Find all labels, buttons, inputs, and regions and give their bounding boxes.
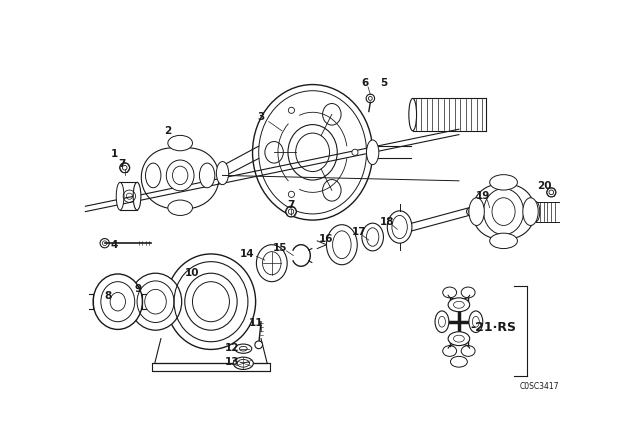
- Circle shape: [120, 163, 130, 173]
- Ellipse shape: [129, 273, 182, 330]
- Ellipse shape: [523, 198, 538, 225]
- Ellipse shape: [166, 254, 255, 349]
- Ellipse shape: [166, 160, 194, 191]
- Ellipse shape: [133, 182, 141, 210]
- Ellipse shape: [490, 175, 517, 190]
- Ellipse shape: [443, 287, 456, 298]
- Circle shape: [100, 238, 109, 248]
- Ellipse shape: [469, 311, 483, 332]
- Ellipse shape: [257, 245, 287, 282]
- Circle shape: [255, 341, 262, 349]
- Text: 18: 18: [380, 217, 394, 227]
- Ellipse shape: [253, 85, 372, 220]
- Text: 11: 11: [248, 318, 263, 328]
- Ellipse shape: [216, 162, 228, 185]
- Text: 2: 2: [164, 126, 172, 136]
- Ellipse shape: [145, 163, 161, 188]
- Ellipse shape: [116, 182, 124, 210]
- Ellipse shape: [168, 200, 193, 215]
- Text: 6: 6: [362, 78, 369, 88]
- Text: 12: 12: [225, 343, 240, 353]
- Ellipse shape: [387, 211, 412, 243]
- Ellipse shape: [93, 274, 143, 329]
- Ellipse shape: [326, 225, 357, 265]
- Ellipse shape: [451, 356, 467, 367]
- Ellipse shape: [469, 198, 484, 225]
- Text: 7: 7: [287, 200, 295, 210]
- Text: 15: 15: [273, 243, 287, 253]
- Text: 10: 10: [184, 268, 199, 278]
- Circle shape: [366, 94, 374, 103]
- Ellipse shape: [448, 332, 470, 345]
- Polygon shape: [141, 148, 219, 209]
- Text: 17: 17: [351, 228, 366, 237]
- Circle shape: [289, 191, 294, 198]
- Polygon shape: [472, 184, 535, 239]
- Text: -21·RS: -21·RS: [470, 321, 516, 334]
- Bar: [152, 363, 270, 371]
- Circle shape: [122, 165, 127, 170]
- Text: 9: 9: [134, 284, 141, 293]
- Text: 13: 13: [225, 357, 240, 367]
- Circle shape: [352, 149, 358, 155]
- Circle shape: [285, 206, 296, 217]
- Ellipse shape: [367, 140, 379, 165]
- Text: 1: 1: [111, 149, 118, 159]
- Text: 5: 5: [380, 78, 387, 88]
- Ellipse shape: [443, 345, 456, 356]
- Ellipse shape: [235, 344, 252, 353]
- Ellipse shape: [461, 345, 475, 356]
- Circle shape: [289, 107, 294, 113]
- Text: 16: 16: [319, 233, 333, 244]
- Circle shape: [547, 188, 556, 197]
- Ellipse shape: [490, 233, 517, 249]
- Text: 8: 8: [104, 291, 111, 302]
- Text: 14: 14: [240, 249, 255, 259]
- Text: 20: 20: [537, 181, 552, 191]
- Ellipse shape: [461, 287, 475, 298]
- Circle shape: [289, 209, 294, 214]
- Ellipse shape: [409, 99, 417, 131]
- Text: 7: 7: [119, 159, 126, 169]
- Text: 4: 4: [110, 240, 118, 250]
- Circle shape: [467, 208, 474, 215]
- Ellipse shape: [532, 202, 540, 222]
- Ellipse shape: [234, 357, 253, 370]
- Text: 3: 3: [257, 112, 264, 122]
- Text: C0SC3417: C0SC3417: [520, 382, 559, 391]
- Ellipse shape: [448, 298, 470, 312]
- Ellipse shape: [200, 163, 215, 188]
- Ellipse shape: [362, 223, 383, 251]
- Ellipse shape: [435, 311, 449, 332]
- Text: 19: 19: [476, 191, 490, 201]
- Ellipse shape: [168, 135, 193, 151]
